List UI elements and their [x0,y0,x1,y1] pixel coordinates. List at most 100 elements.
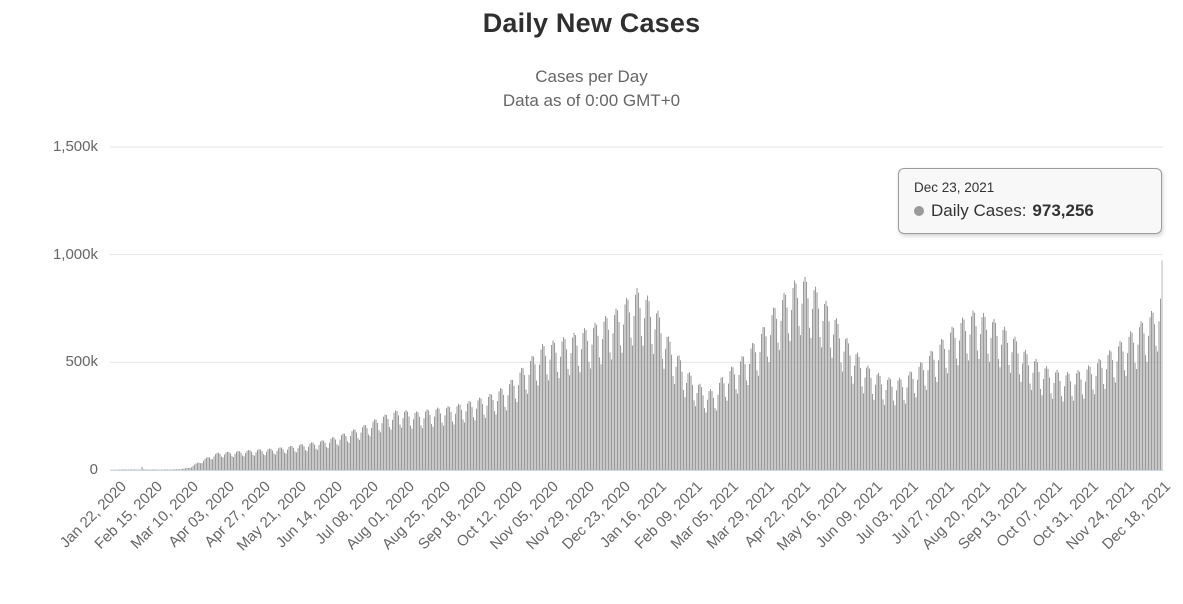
bar[interactable] [281,447,283,470]
bar[interactable] [1128,336,1130,470]
bar[interactable] [227,451,229,470]
bar[interactable] [713,397,715,470]
bar[interactable] [845,339,847,470]
bar[interactable] [347,441,349,470]
bar[interactable] [669,341,671,470]
bar[interactable] [198,462,200,470]
bar[interactable] [297,448,299,470]
bar[interactable] [750,348,752,470]
bar[interactable] [153,469,155,470]
bar[interactable] [579,372,581,470]
bar[interactable] [524,375,526,470]
bar[interactable] [1109,350,1111,470]
bar[interactable] [587,340,589,470]
bar[interactable] [759,351,761,470]
bar[interactable] [302,444,304,470]
bar[interactable] [351,431,353,470]
bar[interactable] [1035,358,1037,470]
bar[interactable] [821,347,823,470]
bar[interactable] [764,327,766,470]
bar[interactable] [1032,372,1034,470]
bar[interactable] [420,425,422,470]
bar[interactable] [333,437,335,470]
bar[interactable] [993,318,995,470]
bar[interactable] [129,469,131,471]
bar[interactable] [122,469,124,470]
bar[interactable] [323,440,325,470]
bar[interactable] [132,469,134,470]
bar[interactable] [447,406,449,470]
bar[interactable] [1104,388,1106,470]
bar[interactable] [942,339,944,470]
bar[interactable] [1100,360,1102,470]
bar[interactable] [278,448,280,470]
bar[interactable] [381,423,383,470]
bar[interactable] [795,283,797,470]
bar[interactable] [1145,355,1147,470]
bar[interactable] [390,429,392,471]
bar[interactable] [567,368,569,470]
bar[interactable] [276,450,278,470]
bar[interactable] [971,316,973,470]
bar[interactable] [1113,377,1115,470]
bar[interactable] [489,393,491,470]
bar[interactable] [594,322,596,470]
bar[interactable] [285,453,287,470]
bar[interactable] [482,403,484,470]
bar[interactable] [1014,336,1016,470]
bar[interactable] [234,453,236,470]
bar[interactable] [422,428,424,470]
bar[interactable] [548,380,550,470]
bar[interactable] [912,378,914,470]
bar[interactable] [504,406,506,470]
bar[interactable] [1008,364,1010,470]
bar[interactable] [828,321,830,470]
bar[interactable] [1067,372,1069,470]
bar[interactable] [600,364,602,470]
bar[interactable] [656,313,658,471]
bar[interactable] [560,356,562,470]
bar[interactable] [557,371,559,470]
bar[interactable] [747,385,749,470]
bar[interactable] [660,333,662,470]
bar[interactable] [914,393,916,470]
bar[interactable] [707,399,709,470]
bar[interactable] [564,339,566,470]
bar[interactable] [1061,396,1063,470]
bar[interactable] [582,333,584,470]
bar[interactable] [932,351,934,470]
bar[interactable] [1089,366,1091,470]
bar[interactable] [813,290,815,470]
bar[interactable] [647,295,649,470]
bar[interactable] [219,454,221,470]
bar[interactable] [308,446,310,470]
bar[interactable] [450,412,452,470]
bar[interactable] [411,428,413,470]
bar[interactable] [729,371,731,470]
bar[interactable] [479,397,481,470]
bar[interactable] [483,414,485,470]
bar[interactable] [951,326,953,470]
bar[interactable] [999,367,1001,470]
bar[interactable] [755,352,757,470]
bar[interactable] [486,405,488,470]
bar[interactable] [456,406,458,470]
bar[interactable] [1040,389,1042,470]
bar[interactable] [861,386,863,470]
bar[interactable] [326,447,328,470]
bar[interactable] [992,322,994,470]
bar[interactable] [717,394,719,470]
bar[interactable] [968,360,970,470]
bar[interactable] [1071,395,1073,470]
bar[interactable] [431,423,433,470]
bar[interactable] [714,408,716,470]
bar[interactable] [429,414,431,470]
bar[interactable] [839,338,841,470]
bar[interactable] [902,387,904,470]
bar[interactable] [893,400,895,470]
bar[interactable] [120,469,122,470]
bar[interactable] [330,438,332,470]
bar[interactable] [701,387,703,470]
bar[interactable] [1068,373,1070,470]
bar[interactable] [464,422,466,470]
